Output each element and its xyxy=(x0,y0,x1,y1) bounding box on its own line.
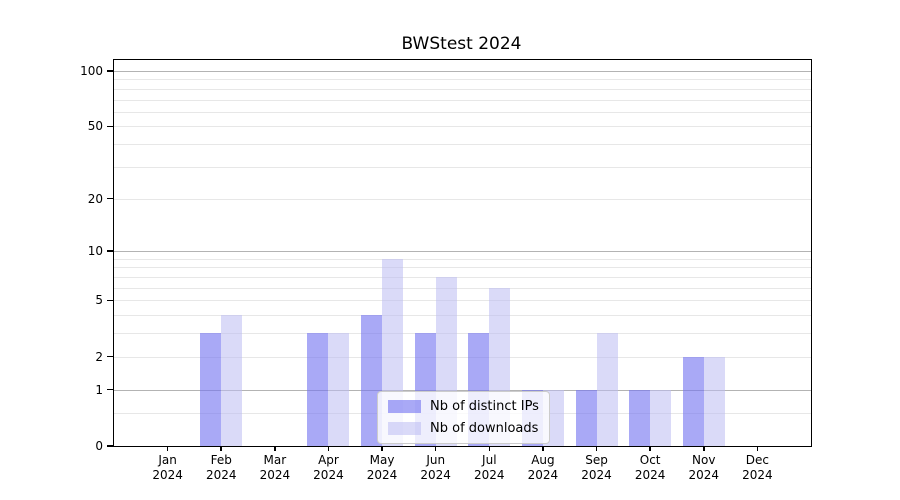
x-tick xyxy=(542,446,544,451)
x-tick xyxy=(649,446,651,451)
legend-label-distinct-ips: Nb of distinct IPs xyxy=(430,399,539,414)
legend-swatch-distinct-ips xyxy=(388,400,421,413)
bar-distinct-ips xyxy=(200,333,222,446)
minor-gridline xyxy=(114,126,811,128)
minor-gridline xyxy=(114,276,811,278)
bar-downloads xyxy=(650,389,672,446)
x-tick-label: Mar 2024 xyxy=(259,453,291,482)
x-tick-label: May 2024 xyxy=(366,453,398,482)
minor-gridline xyxy=(114,79,811,81)
x-tick xyxy=(434,446,437,451)
x-tick xyxy=(274,446,276,451)
bar-downloads xyxy=(221,315,243,446)
legend: Nb of distinct IPs Nb of downloads xyxy=(377,391,550,444)
y-tick-label: 10 xyxy=(87,244,103,259)
bar-distinct-ips xyxy=(361,315,383,446)
y-tick xyxy=(107,250,114,252)
chart-title: BWStest 2024 xyxy=(401,34,522,54)
bar-distinct-ips xyxy=(307,333,329,446)
x-tick-label: Oct 2024 xyxy=(634,453,666,482)
minor-gridline xyxy=(114,258,811,260)
x-tick-label: Jan 2024 xyxy=(152,453,183,482)
minor-gridline xyxy=(114,99,811,101)
y-tick xyxy=(107,70,114,72)
minor-gridline xyxy=(114,111,811,113)
y-tick xyxy=(107,355,114,358)
minor-gridline xyxy=(114,144,811,146)
x-tick xyxy=(381,446,383,451)
legend-entry-distinct-ips: Nb of distinct IPs xyxy=(388,399,539,414)
minor-gridline xyxy=(114,315,811,317)
major-gridline xyxy=(114,251,811,253)
x-tick-label: Nov 2024 xyxy=(688,453,720,482)
y-tick-label: 1 xyxy=(95,382,103,397)
minor-gridline xyxy=(114,356,811,358)
y-tick-label: 2 xyxy=(95,349,103,364)
x-tick xyxy=(488,446,491,451)
y-tick-label: 20 xyxy=(87,191,103,206)
y-tick-label: 0 xyxy=(95,439,103,453)
x-tick-label: Apr 2024 xyxy=(313,453,344,482)
x-tick xyxy=(166,446,169,451)
legend-swatch-downloads xyxy=(388,422,421,435)
y-tick xyxy=(107,197,114,200)
y-tick-label: 50 xyxy=(87,119,103,134)
minor-gridline xyxy=(114,300,811,302)
y-tick xyxy=(107,299,114,302)
minor-gridline xyxy=(114,88,811,90)
x-tick-label: Sep 2024 xyxy=(581,453,612,482)
bar-distinct-ips xyxy=(629,389,651,446)
bar-downloads xyxy=(328,333,350,446)
x-tick-label: Dec 2024 xyxy=(742,453,773,482)
x-tick xyxy=(703,446,705,451)
y-tick xyxy=(107,125,114,128)
bar-distinct-ips xyxy=(682,356,704,446)
legend-label-downloads: Nb of downloads xyxy=(430,421,539,436)
minor-gridline xyxy=(114,166,811,168)
bar-downloads xyxy=(596,333,618,446)
y-tick-label: 100 xyxy=(80,63,103,78)
y-tick xyxy=(107,388,114,391)
bar-downloads xyxy=(703,356,725,446)
plot-area: Nb of distinct IPs Nb of downloads 0 1 2 5 1… xyxy=(80,59,812,482)
x-tick-label: Jun 2024 xyxy=(420,453,451,482)
x-tick xyxy=(220,446,222,451)
minor-gridline xyxy=(114,267,811,269)
x-tick-label: Feb 2024 xyxy=(205,453,237,482)
major-gridline xyxy=(114,389,811,391)
x-tick-label: Jul 2024 xyxy=(474,453,505,482)
legend-entry-downloads: Nb of downloads xyxy=(388,421,539,436)
minor-gridline xyxy=(114,333,811,335)
minor-gridline xyxy=(114,287,811,289)
x-tick xyxy=(595,446,598,451)
y-tick xyxy=(107,445,114,447)
x-tick xyxy=(327,446,330,451)
x-tick xyxy=(756,446,759,451)
x-tick-label: Aug 2024 xyxy=(527,453,559,482)
y-tick-label: 5 xyxy=(95,293,103,308)
bar-distinct-ips xyxy=(575,389,597,446)
major-gridline xyxy=(114,70,811,72)
minor-gridline xyxy=(114,198,811,200)
